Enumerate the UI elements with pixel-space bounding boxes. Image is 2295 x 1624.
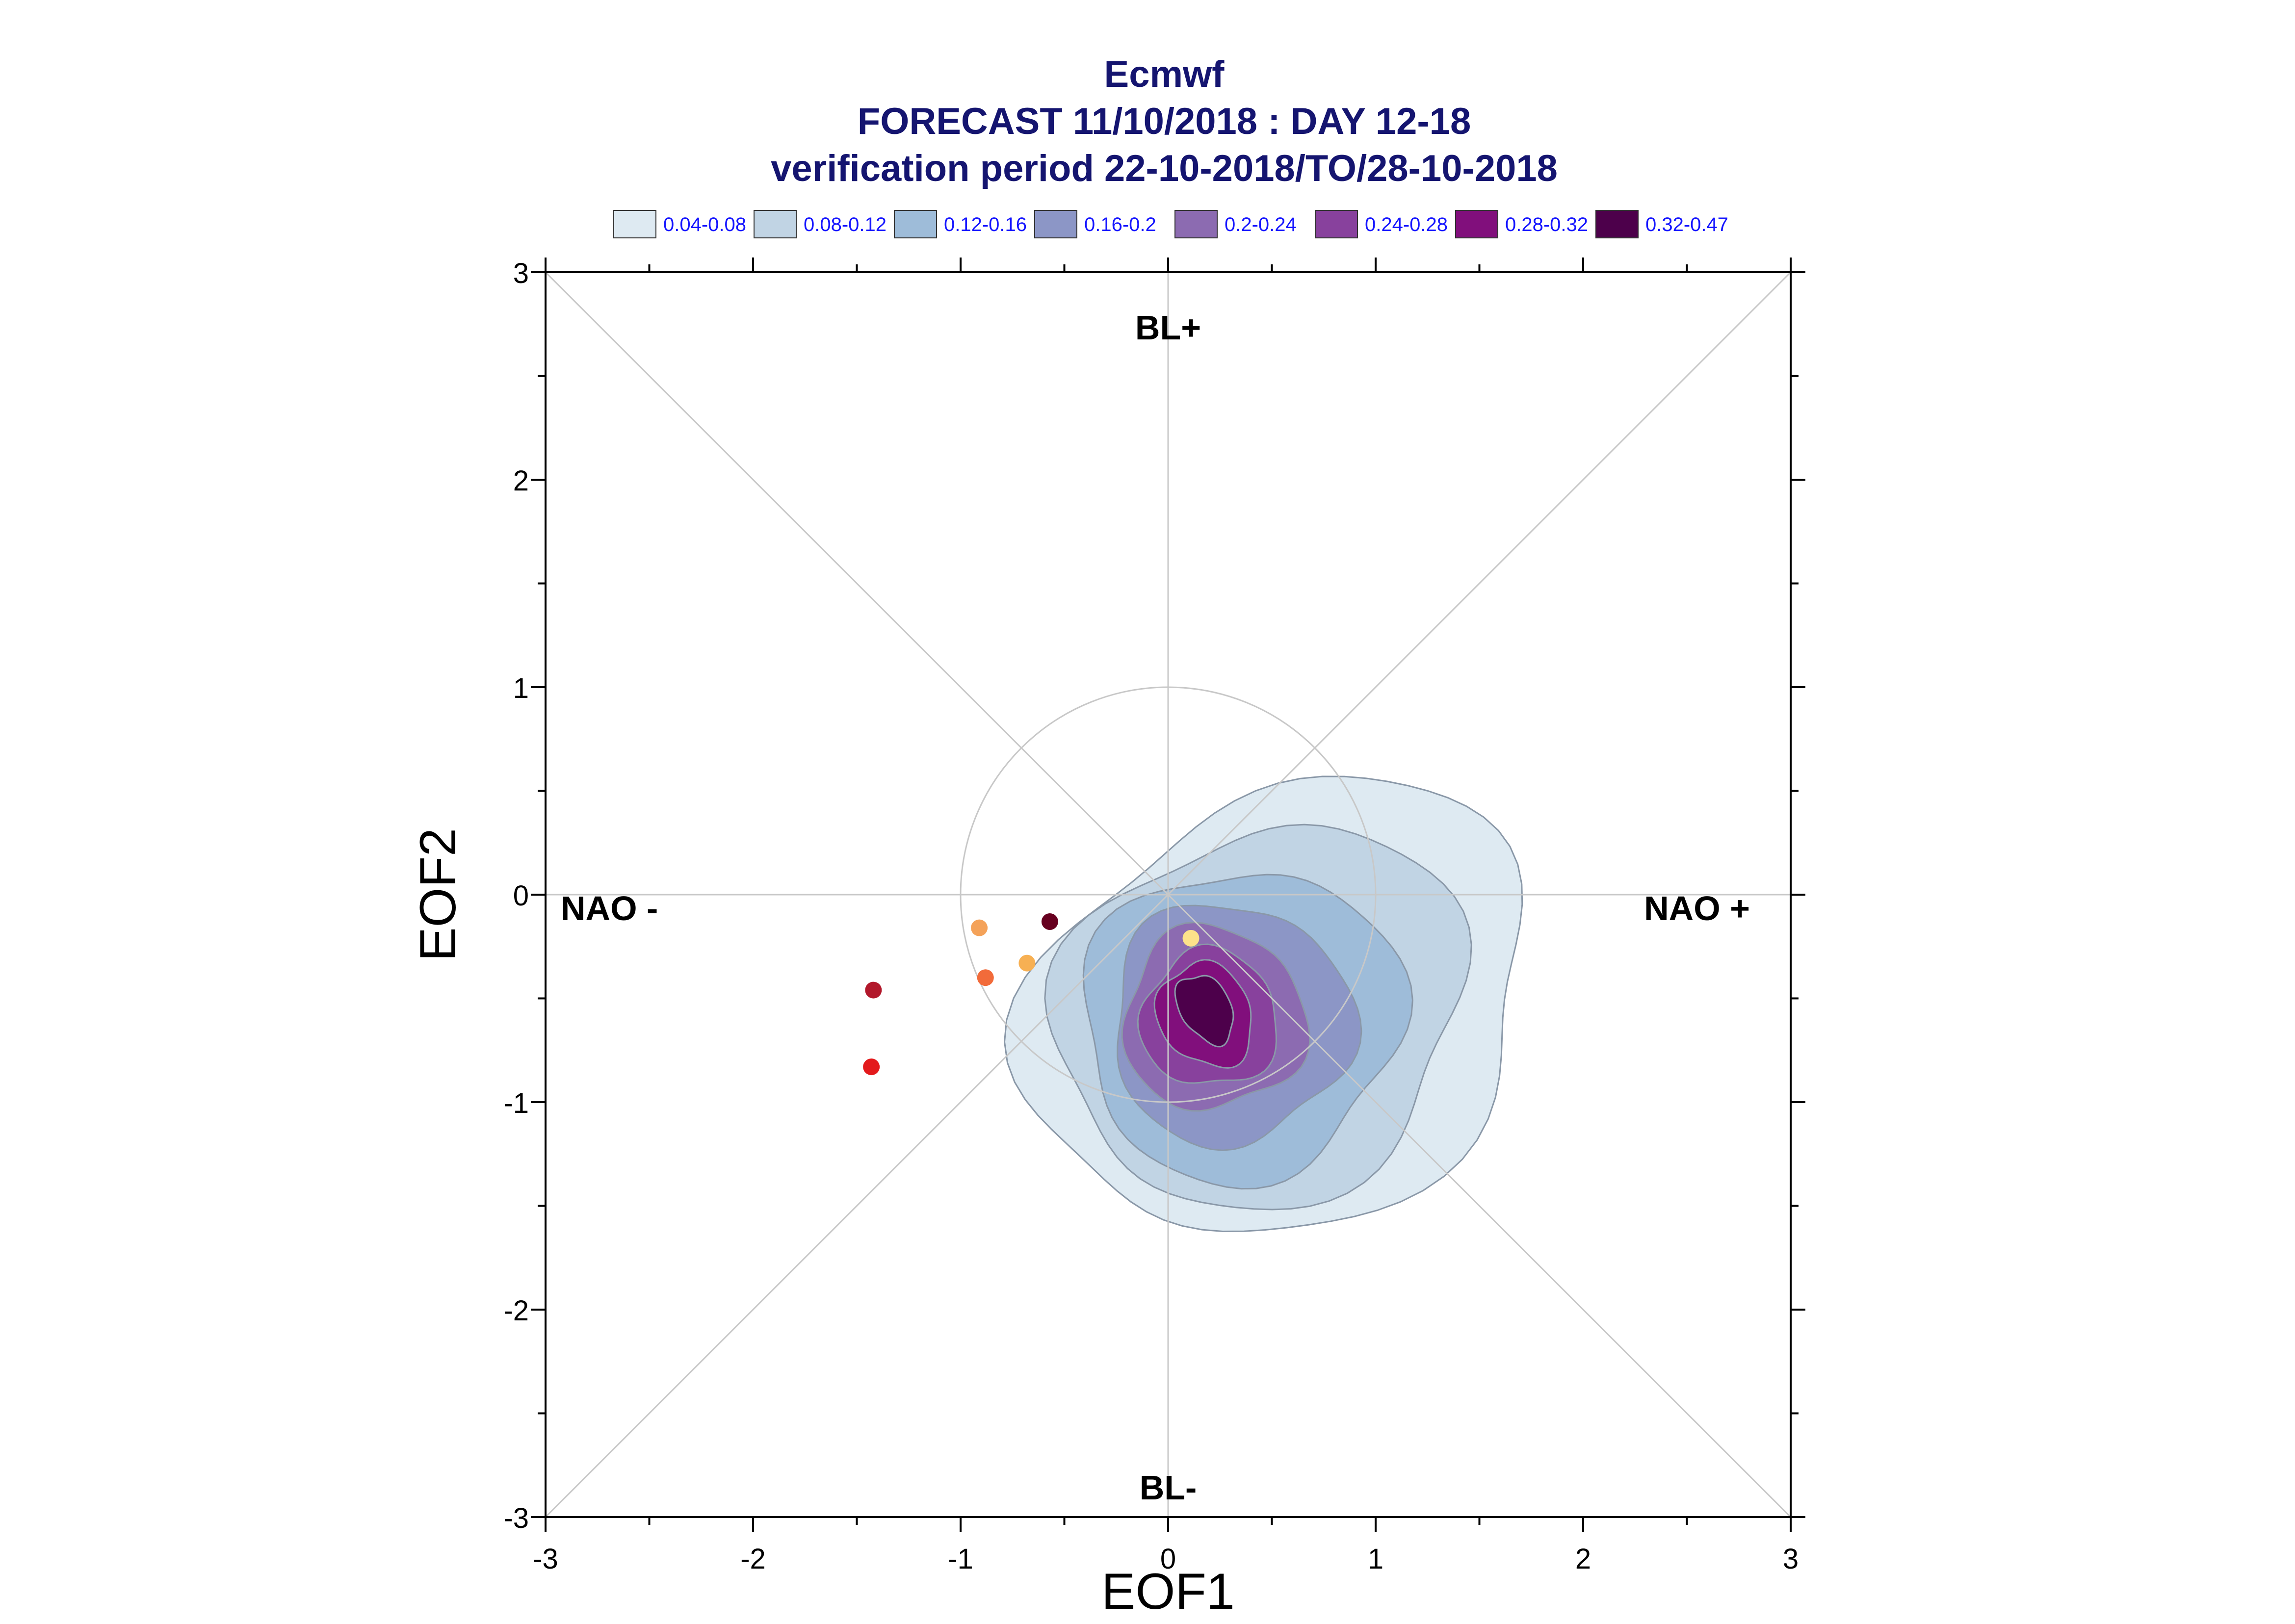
x-tick-label: -2 bbox=[740, 1543, 766, 1575]
contour-level bbox=[1174, 975, 1234, 1048]
legend-label: 0.32-0.47 bbox=[1645, 214, 1729, 235]
legend-swatch bbox=[894, 210, 937, 238]
legend-swatch bbox=[1455, 210, 1498, 238]
legend-swatch bbox=[754, 210, 797, 238]
regime-label-nao-minus: NAO - bbox=[561, 889, 658, 928]
y-tick-label: 0 bbox=[513, 880, 529, 912]
legend-swatch bbox=[1315, 210, 1358, 238]
y-tick-label: 1 bbox=[513, 672, 529, 704]
density-contours bbox=[1004, 775, 1523, 1232]
y-tick-label: -1 bbox=[503, 1087, 529, 1119]
data-point bbox=[971, 919, 988, 936]
x-axis-label: EOF1 bbox=[1101, 1563, 1235, 1620]
axis-labels: -3 -2 -1 0 1 2 3 -3 -2 -1 0 1 2 3 EOF1 EOF2 BL+ BL- NAO - N… bbox=[410, 258, 1799, 1620]
data-point bbox=[1041, 913, 1058, 930]
guide-lines bbox=[545, 271, 1792, 1518]
y-tick-label: -2 bbox=[503, 1295, 529, 1327]
legend-swatch bbox=[613, 210, 656, 238]
title-line-1: Ecmwf bbox=[1104, 53, 1225, 95]
title-line-2: FORECAST 11/10/2018 : DAY 12-18 bbox=[857, 101, 1471, 142]
x-tick-label: 1 bbox=[1368, 1543, 1383, 1575]
data-point bbox=[977, 969, 994, 986]
legend-label: 0.16-0.2 bbox=[1084, 214, 1156, 235]
regime-label-bl-plus: BL+ bbox=[1135, 309, 1201, 347]
legend-label: 0.12-0.16 bbox=[944, 214, 1027, 235]
data-point bbox=[863, 1058, 880, 1076]
x-tick-label: 0 bbox=[1160, 1543, 1176, 1575]
legend-label: 0.2-0.24 bbox=[1225, 214, 1297, 235]
legend-label: 0.24-0.28 bbox=[1365, 214, 1448, 235]
legend-swatch bbox=[1174, 210, 1218, 238]
axes-frame bbox=[531, 258, 1805, 1532]
legend-label: 0.28-0.32 bbox=[1505, 214, 1589, 235]
y-tick-label: 2 bbox=[513, 465, 529, 497]
x-tick-label: -1 bbox=[948, 1543, 973, 1575]
data-points bbox=[863, 913, 1200, 1076]
x-tick-label: 2 bbox=[1575, 1543, 1591, 1575]
data-point bbox=[1018, 954, 1036, 972]
data-point bbox=[1182, 929, 1200, 947]
legend-swatch bbox=[1034, 210, 1077, 238]
title-line-3: verification period 22-10-2018/TO/28-10-… bbox=[771, 148, 1558, 189]
legend: 0.04-0.08 0.08-0.12 0.12-0.16 0.16-0.2 0.2-0… bbox=[613, 210, 1791, 239]
data-point bbox=[865, 981, 882, 999]
regime-label-bl-minus: BL- bbox=[1140, 1469, 1197, 1507]
chart-title: Ecmwf FORECAST 11/10/2018 : DAY 12-18 ve… bbox=[0, 51, 2295, 192]
y-axis-label: EOF2 bbox=[410, 828, 467, 961]
x-tick-label: 3 bbox=[1783, 1543, 1799, 1575]
legend-label: 0.04-0.08 bbox=[663, 214, 747, 235]
x-tick-label: -3 bbox=[533, 1543, 558, 1575]
legend-swatch bbox=[1595, 210, 1639, 238]
y-tick-label: 3 bbox=[513, 258, 529, 289]
reference-circle bbox=[960, 686, 1377, 1103]
y-tick-label: -3 bbox=[503, 1502, 529, 1534]
legend-label: 0.08-0.12 bbox=[804, 214, 887, 235]
regime-label-nao-plus: NAO + bbox=[1644, 889, 1750, 928]
